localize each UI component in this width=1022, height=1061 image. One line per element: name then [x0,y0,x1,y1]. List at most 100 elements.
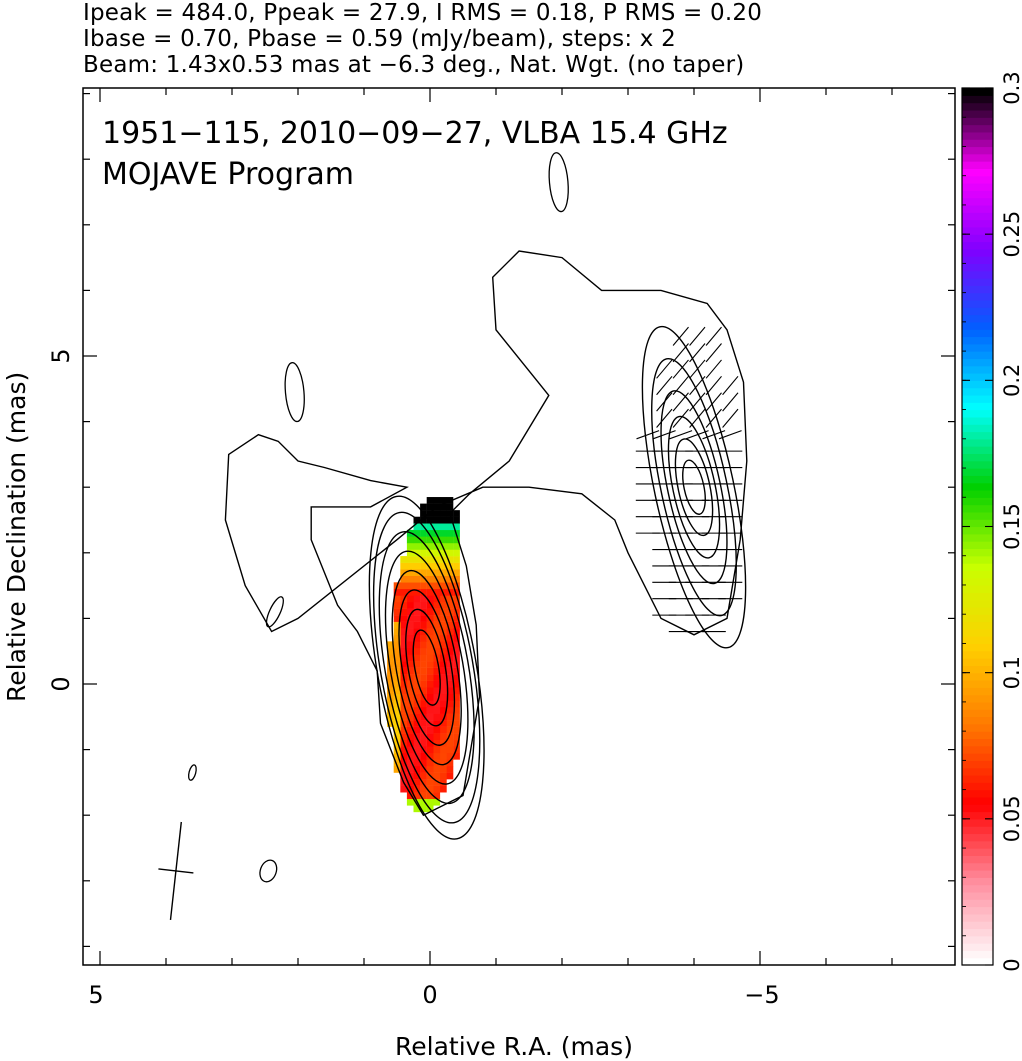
colorbar-segment [962,723,993,732]
pol-pixel [406,588,414,596]
pol-pixel [433,602,441,609]
pol-pixel [439,746,447,754]
pol-pixel [446,772,454,780]
pol-pixel [393,615,401,622]
colorbar-segment [962,526,993,535]
pol-pixel [446,752,454,760]
colorbar-segment [962,826,993,835]
pol-pixel [400,687,408,695]
pol-pixel [400,713,408,721]
pol-pixel [400,608,408,616]
x-tick-label-5: 5 [88,981,103,1009]
colorbar-segment [962,584,993,593]
pol-pixel [439,680,447,688]
pol-pixel [413,588,421,596]
pol-pixel [446,615,454,622]
colorbar-segment [962,424,993,433]
pol-pixel [446,536,454,544]
pol-pixel [453,615,460,622]
colorbar-segment [962,767,993,776]
colorbar-segment [962,548,993,557]
header-line-1: Ipeak = 484.0, Ppeak = 27.9, I RMS = 0.1… [83,0,763,26]
pol-pixel [393,746,401,754]
pol-pixel [453,549,460,557]
pol-pixel [426,608,434,616]
colorbar-segment [962,343,993,352]
pol-pixel [400,569,408,576]
pol-pixel [453,536,460,544]
pol-pixel [453,752,460,760]
pol-pixel [426,516,434,524]
pol-pixel [446,713,454,721]
pol-pixel [446,516,454,524]
evpa-vector [672,392,689,412]
colorbar-segment [962,774,993,783]
pol-pixel [439,529,447,537]
pol-pixel [439,779,447,786]
colorbar-segment [962,336,993,345]
pol-pixel [439,634,447,642]
x-axis-label: Relative R.A. (mas) [395,1032,633,1061]
pol-pixel [420,759,427,767]
pol-pixel [453,720,460,727]
pol-pixel [420,621,427,629]
colorbar-segment [962,161,993,169]
pol-pixel [387,706,394,714]
pol-pixel [400,759,408,767]
pol-pixel [426,575,434,583]
beam-ellipse-marker [158,821,194,920]
pol-pixel [439,785,447,793]
pol-pixel [393,687,401,695]
pol-pixel [413,542,421,550]
colorbar-segment [962,665,993,674]
pol-pixel [406,536,414,544]
pol-pixel [413,713,421,721]
pol-pixel [453,680,460,688]
pol-pixel [426,759,434,767]
pol-pixel [453,588,460,596]
pol-pixel [433,634,441,642]
evpa-vector [722,408,739,428]
colorbar-segment [962,862,993,871]
pol-pixel [387,674,394,681]
evpa-vector [705,375,722,396]
evpa-vector [672,408,689,428]
core-contour [372,511,481,824]
pol-pixel [420,779,427,786]
colorbar-segment [962,869,993,878]
colorbar-segment [962,365,993,374]
pol-pixel [426,674,434,681]
colorbar-segment [962,950,993,959]
pol-pixel [426,497,434,504]
pol-pixel [413,687,421,695]
pol-pixel [446,739,454,747]
colorbar-segment [962,789,993,798]
pol-pixel [413,647,421,655]
pol-pixel [439,621,447,629]
pol-pixel [453,726,460,734]
evpa-vector [722,375,739,396]
colorbar-segment [962,738,993,747]
pol-pixel [420,516,427,524]
chart-subtitle: MOJAVE Program [102,157,354,192]
pol-pixel [446,497,454,504]
x-tick-label-neg5: −5 [744,981,779,1009]
pol-pixel [413,667,421,675]
pol-pixel [426,628,434,636]
pol-pixel [393,693,401,701]
pol-pixel [406,766,414,773]
chart-title: 1951−115, 2010−09−27, VLBA 15.4 GHz [102,116,728,151]
pol-pixel [413,739,421,747]
jet-contour [682,459,706,515]
pol-pixel [439,739,447,747]
pol-pixel [433,536,441,544]
colorbar-segment [962,139,993,148]
colorbar-tick-label: 0.15 [1000,503,1022,550]
pol-pixel [433,766,441,773]
colorbar-segment [962,387,993,396]
pol-pixel [420,792,427,800]
pol-pixel [406,569,414,576]
colorbar-segment [962,745,993,754]
y-axis-label: Relative Declination (mas) [2,372,31,702]
pol-pixel [426,766,434,773]
